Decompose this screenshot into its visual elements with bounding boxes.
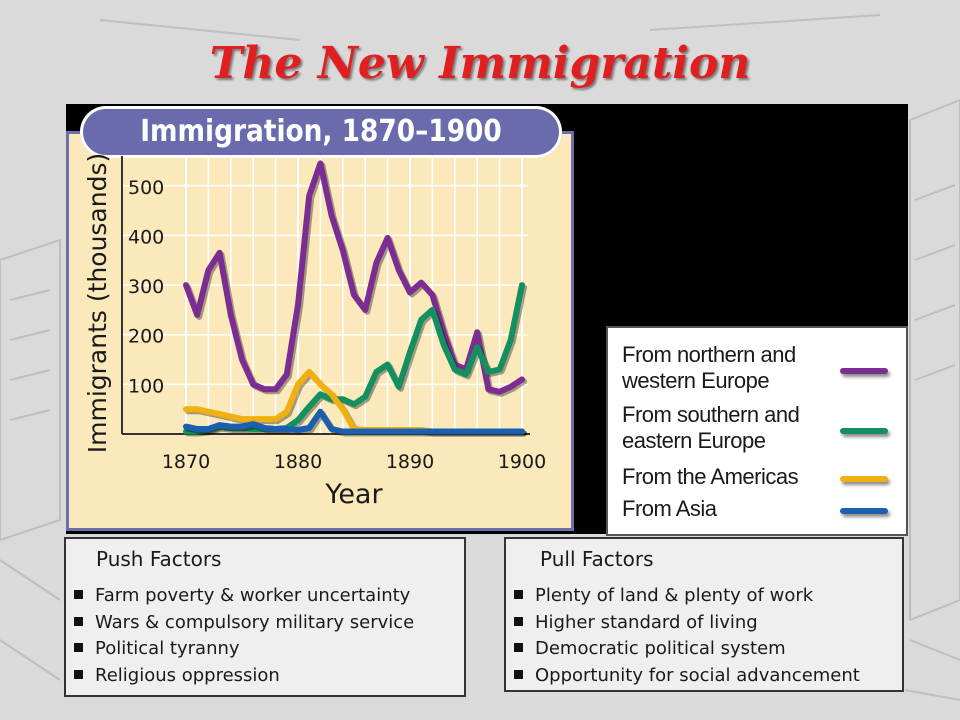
legend-swatch-purple: [840, 368, 888, 374]
legend-item-asia: From Asia: [622, 496, 717, 522]
push-factors-box: Push Factors Farm poverty & worker uncer…: [64, 537, 466, 697]
pull-factor-text: Plenty of land & plenty of work: [535, 585, 814, 606]
pull-factors-box: Pull Factors Plenty of land & plenty of …: [504, 537, 904, 692]
legend-swatch-green: [840, 428, 888, 434]
legend-swatch-yellow: [840, 476, 888, 482]
chart-title: Immigration, 1870–1900: [140, 114, 502, 149]
list-item: Political tyranny: [74, 636, 414, 663]
y-axis-title: Immigrants (thousands): [83, 153, 112, 454]
pull-factor-text: Opportunity for social advancement: [535, 664, 860, 686]
push-factor-text: Farm poverty & worker uncertainty: [95, 585, 411, 606]
bullet-icon: [74, 590, 83, 599]
bullet-icon: [74, 643, 83, 652]
chart-legend: From northern and western Europe From so…: [606, 326, 908, 536]
legend-swatch-blue: [840, 508, 888, 514]
push-factor-text: Wars & compulsory military service: [95, 611, 415, 633]
legend-item-southern-eastern-europe: From southern and eastern Europe: [622, 402, 800, 454]
slide-title: The New Immigration: [209, 38, 751, 89]
legend-label-line: From southern and: [622, 402, 800, 427]
list-item: Wars & compulsory military service: [74, 610, 414, 637]
push-factors-list: Farm poverty & worker uncertainty Wars &…: [74, 583, 414, 689]
legend-label-line: From Asia: [622, 496, 717, 521]
x-tick-label: 1900: [498, 451, 546, 473]
x-tick-label: 1880: [274, 451, 322, 473]
list-item: Democratic political system: [514, 636, 860, 663]
bullet-icon: [74, 669, 83, 679]
list-item: Religious oppression: [74, 663, 414, 690]
legend-item-americas: From the Americas: [622, 464, 799, 490]
bullet-icon: [514, 590, 523, 599]
y-tick-label: 500: [128, 177, 164, 199]
list-item: Higher standard of living: [514, 610, 860, 637]
push-factors-title: Push Factors: [96, 547, 222, 571]
x-axis-title: Year: [324, 479, 383, 510]
pull-factors-list: Plenty of land & plenty of work Higher s…: [514, 583, 860, 689]
pull-factor-text: Democratic political system: [535, 638, 786, 659]
series-line-from-asia: [183, 408, 525, 435]
bullet-icon: [74, 616, 83, 626]
bullet-icon: [514, 616, 523, 626]
y-tick-label: 200: [128, 326, 164, 348]
legend-label-line: eastern Europe: [622, 428, 766, 453]
legend-label-line: From the Americas: [622, 464, 799, 489]
legend-label-line: western Europe: [622, 368, 770, 393]
series-line-from-southern-and-eastern-europe: [183, 282, 525, 435]
x-tick-label: 1890: [386, 451, 434, 473]
push-factor-text: Religious oppression: [95, 664, 280, 686]
bullet-icon: [514, 669, 523, 679]
push-factor-text: Political tyranny: [95, 638, 240, 659]
list-item: Farm poverty & worker uncertainty: [74, 583, 414, 610]
legend-label-line: From northern and: [622, 342, 796, 367]
list-item: Plenty of land & plenty of work: [514, 583, 860, 610]
pull-factor-text: Higher standard of living: [535, 611, 758, 633]
bullet-icon: [514, 643, 523, 652]
y-tick-label: 100: [128, 375, 164, 397]
y-tick-label: 300: [128, 276, 164, 298]
x-tick-label: 1870: [162, 451, 210, 473]
list-item: Opportunity for social advancement: [514, 663, 860, 690]
y-tick-label: 400: [128, 226, 164, 248]
legend-item-northern-western-europe: From northern and western Europe: [622, 342, 796, 394]
pull-factors-title: Pull Factors: [540, 547, 654, 571]
chart-title-pill: [80, 106, 562, 158]
